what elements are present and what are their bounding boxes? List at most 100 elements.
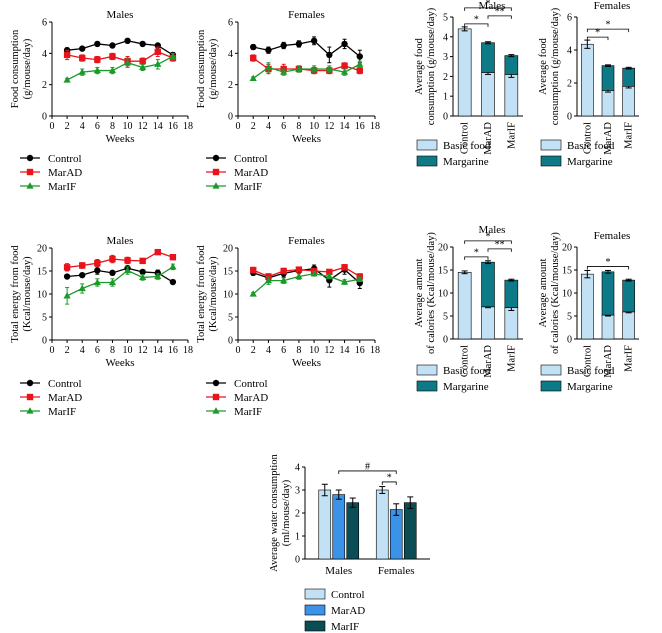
y-tick-label: 6	[42, 18, 47, 29]
y-tick-label: 10	[438, 289, 448, 300]
data-point-marad	[280, 267, 287, 275]
significance-label: **	[495, 239, 505, 250]
category-label: MarAD	[603, 345, 614, 378]
data-point-marad	[169, 254, 177, 261]
legend-marker	[26, 182, 34, 189]
data-point-marif	[280, 68, 288, 75]
category-label: Control	[460, 122, 471, 154]
legend-label: Control	[48, 153, 82, 165]
x-axis-label: Weeks	[105, 357, 134, 369]
data-point-marif	[295, 272, 303, 280]
significance-label: *	[486, 0, 491, 9]
category-label: Control	[582, 345, 593, 377]
y-axis-label: Food consumption	[196, 29, 207, 108]
y-tick-label: 5	[42, 313, 47, 324]
legend-label: MarIF	[48, 181, 76, 193]
x-tick-label: 2	[251, 345, 256, 356]
y-axis-label: (Kcal/mouse/day)	[22, 256, 33, 332]
data-point-marif	[340, 278, 349, 285]
bar-margarine	[601, 65, 615, 91]
data-point-marif	[249, 290, 257, 297]
bar-basic-food	[457, 271, 472, 340]
y-tick-label: 4	[228, 49, 233, 60]
legend-label: Margarine	[567, 381, 613, 393]
y-axis-label: Total energy from food	[196, 245, 207, 343]
legend-marker	[212, 379, 220, 387]
bar-basic-food	[504, 74, 519, 117]
category-label: Control	[460, 345, 471, 377]
y-axis-label: Average food	[414, 37, 425, 94]
bar-basic-food	[622, 86, 635, 117]
x-tick-label: 12	[138, 121, 148, 132]
significance-bracket	[586, 266, 630, 270]
data-point-control	[79, 45, 86, 52]
y-tick-label: 3	[443, 52, 448, 63]
legend-label: MarIF	[331, 621, 359, 633]
y-axis-label: of calories (Kcal/mouse/day)	[550, 232, 561, 354]
x-tick-label: 10	[309, 121, 319, 132]
y-tick-label: 10	[37, 290, 47, 301]
y-tick-label: 5	[443, 13, 448, 24]
y-tick-label: 4	[567, 46, 572, 57]
data-point-marad	[295, 266, 303, 273]
significance-bracket	[464, 256, 489, 260]
data-point-marad	[109, 53, 116, 60]
data-point-control	[109, 269, 116, 277]
bar-basic-food	[622, 311, 635, 340]
x-tick-label: 10	[309, 345, 319, 356]
data-point-control	[94, 40, 101, 48]
data-point-control	[139, 268, 146, 276]
data-point-marad	[63, 51, 71, 59]
x-tick-label: 4	[80, 121, 85, 132]
y-tick-label: 0	[42, 112, 47, 123]
data-point-marad	[154, 48, 161, 55]
y-axis-label: Food consumption	[10, 29, 21, 108]
legend-swatch	[304, 604, 326, 616]
bar-margarine	[622, 279, 635, 313]
data-point-marif	[310, 65, 318, 72]
legend-label: MarIF	[48, 406, 76, 418]
data-point-marif	[169, 52, 177, 60]
y-axis-label: (g/mouse/day)	[22, 38, 33, 99]
x-axis-label: Weeks	[292, 133, 321, 145]
legend-label: Margarine	[567, 156, 613, 168]
y-axis-label: (ml/mouse/day)	[281, 479, 292, 546]
data-point-marad	[341, 264, 348, 271]
x-tick-label: 0	[236, 345, 241, 356]
bar-basic-food	[601, 90, 615, 117]
bar-basic-food	[457, 28, 472, 117]
x-tick-label: 16	[168, 121, 178, 132]
y-tick-label: 2	[567, 79, 572, 90]
bar-control	[375, 489, 389, 560]
data-point-marad	[94, 259, 101, 267]
y-tick-label: 0	[228, 336, 233, 347]
bar-margarine	[601, 271, 615, 316]
bar-marif	[403, 502, 417, 560]
legend-swatch	[416, 155, 438, 167]
y-tick-label: 0	[443, 112, 448, 123]
data-point-marif	[310, 269, 318, 277]
x-tick-label: 14	[340, 121, 350, 132]
chart-avg-cal-males: 0 5 10 15 20 Males Average amount of calories (…	[414, 224, 523, 393]
y-tick-label: 2	[228, 80, 233, 91]
x-tick-label: 2	[65, 345, 70, 356]
x-tick-label: 8	[296, 121, 301, 132]
legend-label: MarIF	[234, 181, 262, 193]
chart-title: Males	[107, 235, 134, 247]
bar-margarine	[504, 279, 519, 309]
y-tick-label: 0	[228, 112, 233, 123]
data-point-marif	[63, 292, 71, 299]
data-point-control	[341, 40, 348, 48]
data-point-marad	[250, 266, 257, 274]
y-axis-label: Average amount	[414, 258, 425, 327]
category-label: MarAD	[483, 345, 494, 378]
y-tick-label: 0	[567, 112, 572, 123]
x-tick-label: 12	[138, 345, 148, 356]
data-point-marif	[139, 273, 147, 281]
data-point-marad	[154, 248, 161, 256]
significance-bracket	[487, 248, 512, 252]
significance-label: *	[474, 247, 479, 258]
y-tick-label: 15	[223, 267, 233, 278]
